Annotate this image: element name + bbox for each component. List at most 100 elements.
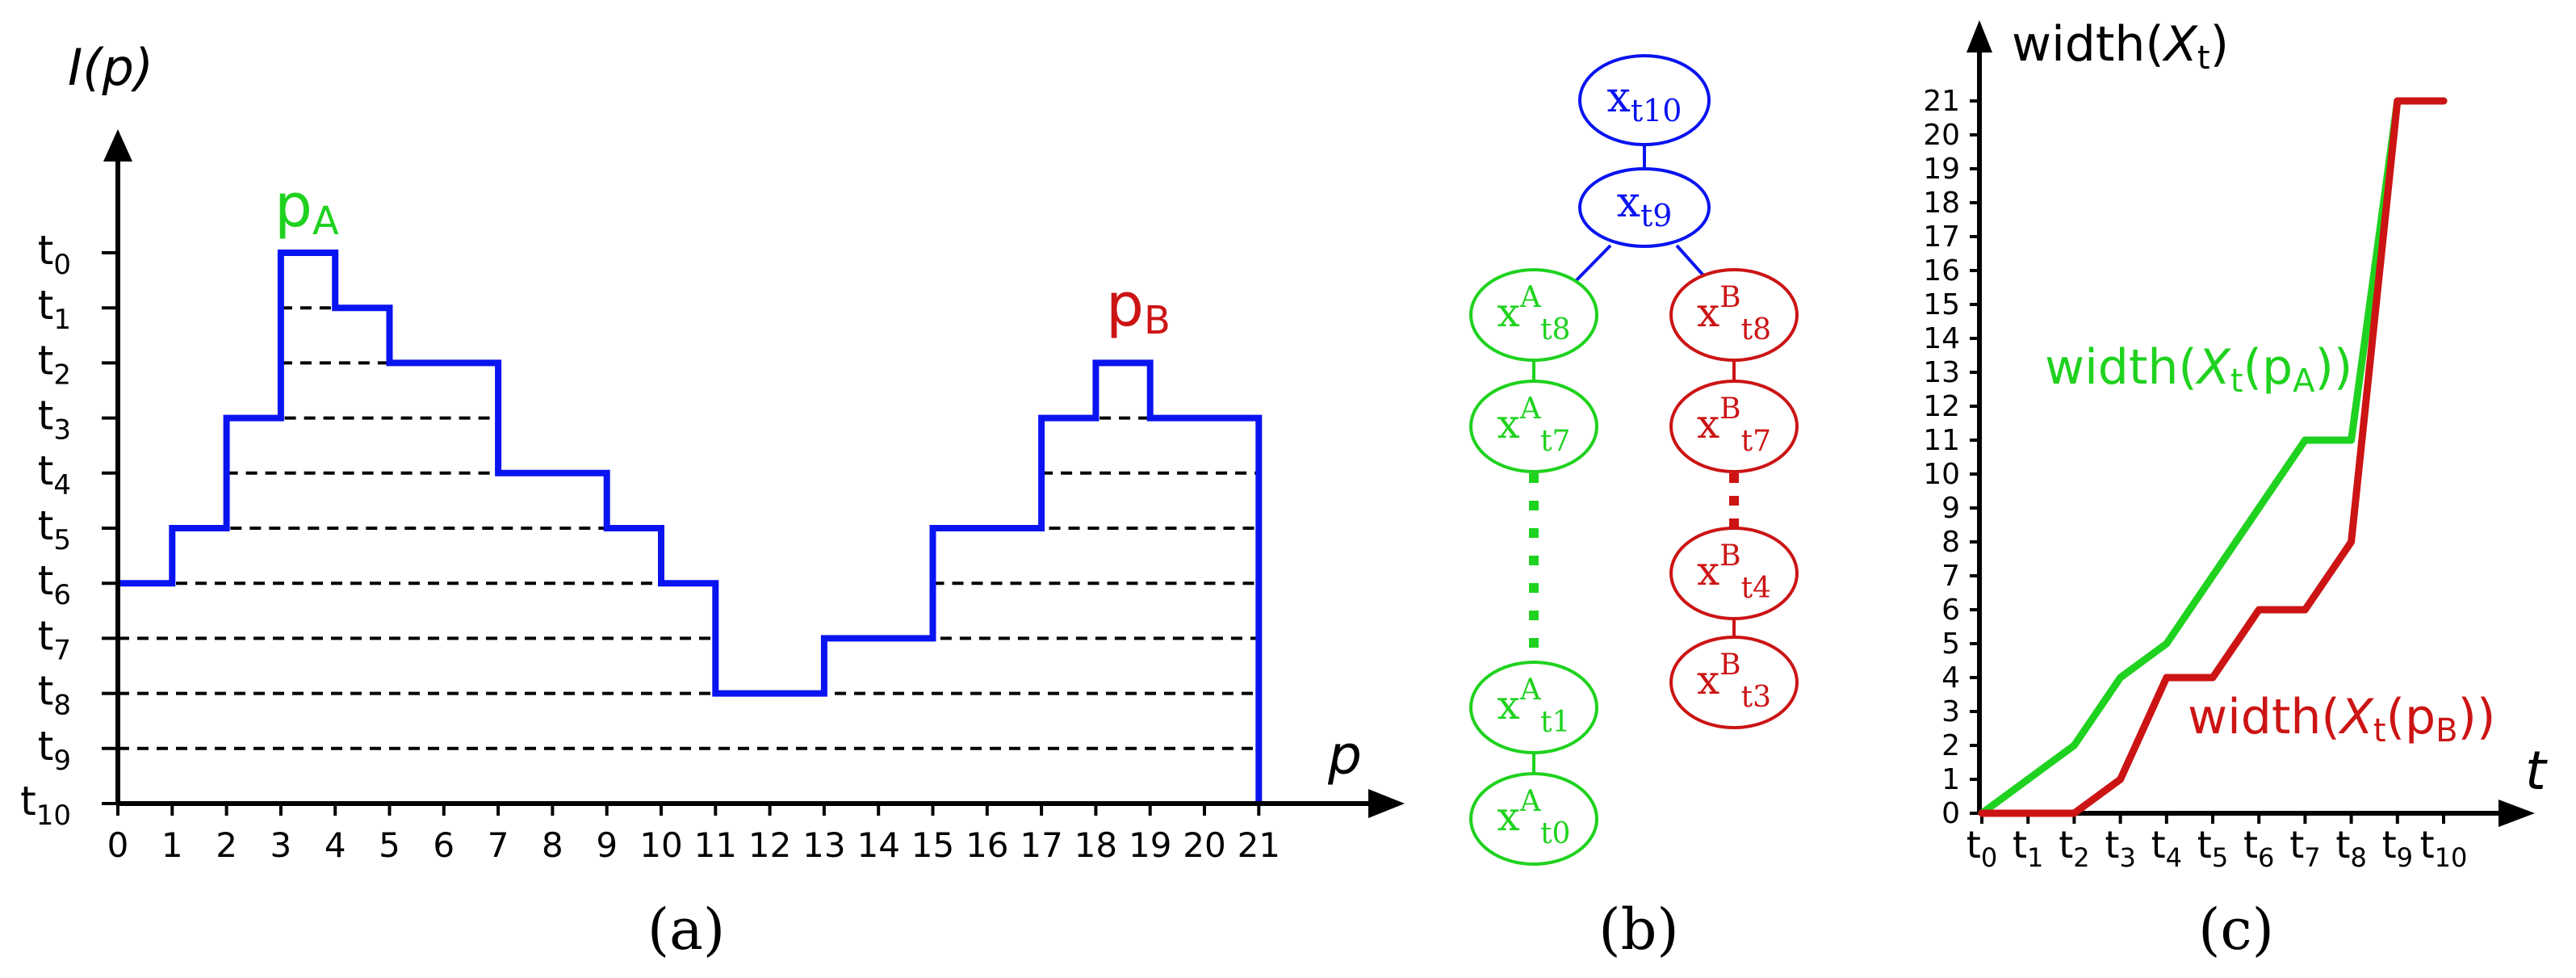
y-tick-label: 7 bbox=[1941, 560, 1960, 593]
x-axis-arrow-icon bbox=[2499, 800, 2535, 827]
x-tick-label: 20 bbox=[1183, 825, 1225, 865]
caption-a: (a) bbox=[647, 896, 725, 963]
x-tick-label: 12 bbox=[748, 825, 791, 865]
svg-text:xBt4: xBt4 bbox=[1697, 539, 1771, 605]
green-branch-nodes: xAt8 xAt7 xAt1 xAt0 bbox=[1469, 268, 1598, 866]
y-tick-label: 4 bbox=[1941, 661, 1960, 695]
tree-node-t9: xt9 bbox=[1578, 167, 1711, 248]
tree-node-t1: xAt1 bbox=[1469, 661, 1598, 754]
peak-a-label: pA bbox=[274, 171, 339, 244]
y-tick-label: t7 bbox=[38, 612, 71, 666]
y-tick-label: 5 bbox=[1941, 628, 1960, 661]
x-tick-label: t2 bbox=[2059, 823, 2089, 873]
y-axis-arrow-icon bbox=[103, 129, 132, 162]
series-label-pA: width(Xt(pA)) bbox=[2045, 339, 2352, 400]
x-tick-label: 11 bbox=[694, 825, 737, 865]
x-tick-label: 10 bbox=[639, 825, 682, 865]
series-label-pB: width(Xt(pB)) bbox=[2188, 689, 2495, 749]
caption-c: (c) bbox=[2198, 896, 2274, 963]
y-tick-label: 18 bbox=[1923, 187, 1960, 220]
x-tick-label: 1 bbox=[161, 825, 183, 865]
y-tick-label: t1 bbox=[38, 282, 71, 336]
x-tick-label: t9 bbox=[2382, 823, 2413, 873]
x-tick-label: t7 bbox=[2289, 823, 2320, 873]
series-line-pA bbox=[1978, 97, 2448, 817]
x-tick-label: 17 bbox=[1020, 825, 1062, 865]
y-tick-label: 0 bbox=[1941, 797, 1960, 830]
y-tick-label: t8 bbox=[38, 668, 71, 722]
tree-node-t4: xBt4 bbox=[1669, 527, 1799, 620]
tree-node-t8: xBt8 bbox=[1669, 268, 1799, 362]
svg-text:xt9: xt9 bbox=[1617, 178, 1673, 233]
x-tick-label: t0 bbox=[1967, 823, 1997, 873]
series-lines bbox=[1978, 97, 2448, 817]
y-tick-label: t3 bbox=[38, 392, 71, 447]
y-tick-label: 10 bbox=[1923, 458, 1960, 491]
y-tick-label: 6 bbox=[1941, 594, 1960, 627]
y-tick-label: t5 bbox=[38, 502, 71, 556]
x-tick-label: t6 bbox=[2243, 823, 2274, 873]
tree-node-t0: xAt0 bbox=[1469, 772, 1598, 866]
x-tick-label: 3 bbox=[270, 825, 292, 865]
svg-text:xAt7: xAt7 bbox=[1497, 392, 1571, 458]
y-tick-label: t0 bbox=[38, 227, 71, 281]
x-tick-label: 13 bbox=[802, 825, 845, 865]
svg-text:xAt1: xAt1 bbox=[1497, 674, 1571, 739]
x-axis-label: t bbox=[2525, 740, 2548, 802]
y-tick-label: 9 bbox=[1941, 492, 1960, 525]
svg-text:xBt8: xBt8 bbox=[1697, 281, 1771, 346]
y-tick-label: t6 bbox=[38, 557, 71, 611]
x-tick-label: 14 bbox=[857, 825, 899, 865]
x-tick-label: 7 bbox=[488, 825, 509, 865]
y-tick-label: 19 bbox=[1923, 153, 1960, 186]
y-tick-label: 11 bbox=[1923, 424, 1960, 457]
x-tick-label: 4 bbox=[325, 825, 346, 865]
y-axis-label: I(p) bbox=[68, 38, 153, 97]
x-tick-label: t3 bbox=[2105, 823, 2135, 873]
x-tick-label: t4 bbox=[2151, 823, 2182, 873]
svg-text:xt10: xt10 bbox=[1607, 73, 1682, 128]
x-tick-label: 9 bbox=[596, 825, 618, 865]
tree-edge bbox=[1569, 244, 1612, 288]
tree-node-t10: xt10 bbox=[1578, 54, 1711, 146]
x-tick-label: 2 bbox=[216, 825, 237, 865]
y-tick-label: t2 bbox=[38, 337, 71, 391]
svg-text:xBt7: xBt7 bbox=[1697, 392, 1771, 458]
svg-text:xAt8: xAt8 bbox=[1497, 281, 1571, 346]
caption-b: (b) bbox=[1598, 896, 1678, 963]
y-tick-label: 1 bbox=[1941, 763, 1960, 796]
y-tick-label: 12 bbox=[1923, 390, 1960, 423]
y-tick-label: 14 bbox=[1923, 322, 1960, 355]
x-tick-label: 5 bbox=[379, 825, 400, 865]
x-tick-label: 21 bbox=[1238, 825, 1280, 865]
svg-text:xAt0: xAt0 bbox=[1497, 785, 1571, 850]
y-tick-label: 8 bbox=[1941, 526, 1960, 559]
y-tick-label: 2 bbox=[1941, 729, 1960, 762]
y-axis-label: width(Xt) bbox=[2012, 16, 2229, 77]
y-tick-label: t4 bbox=[38, 447, 71, 502]
x-tick-label: 19 bbox=[1129, 825, 1171, 865]
x-tick-label: 6 bbox=[433, 825, 454, 865]
x-tick-label: 18 bbox=[1074, 825, 1117, 865]
panel-a-step-profile: 0 1 2 3 4 5 6 7 8 9 10 11 12 13 14 15 16 17 18 19 20 21 t0t1t… bbox=[20, 38, 1405, 963]
y-tick-label: 15 bbox=[1923, 288, 1960, 321]
red-branch-nodes: xBt8 xBt7 xBt4 xBt3 bbox=[1669, 268, 1799, 729]
y-tick-label: t10 bbox=[20, 778, 71, 832]
y-tick-label: 21 bbox=[1923, 85, 1960, 118]
tree-node-t7: xBt7 bbox=[1669, 380, 1799, 473]
x-tick-label: t5 bbox=[2197, 823, 2228, 873]
y-tick-label: 17 bbox=[1923, 220, 1960, 254]
x-tick-label: t8 bbox=[2335, 823, 2366, 873]
x-tick-label: 15 bbox=[911, 825, 954, 865]
tree-node-t7: xAt7 bbox=[1469, 380, 1598, 473]
level-dashed-lines bbox=[118, 306, 1259, 750]
x-tick-label: 0 bbox=[107, 825, 129, 865]
y-tick-label: 16 bbox=[1923, 254, 1960, 288]
tree-node-t3: xBt3 bbox=[1669, 636, 1799, 729]
tree-node-t8: xAt8 bbox=[1469, 268, 1598, 362]
